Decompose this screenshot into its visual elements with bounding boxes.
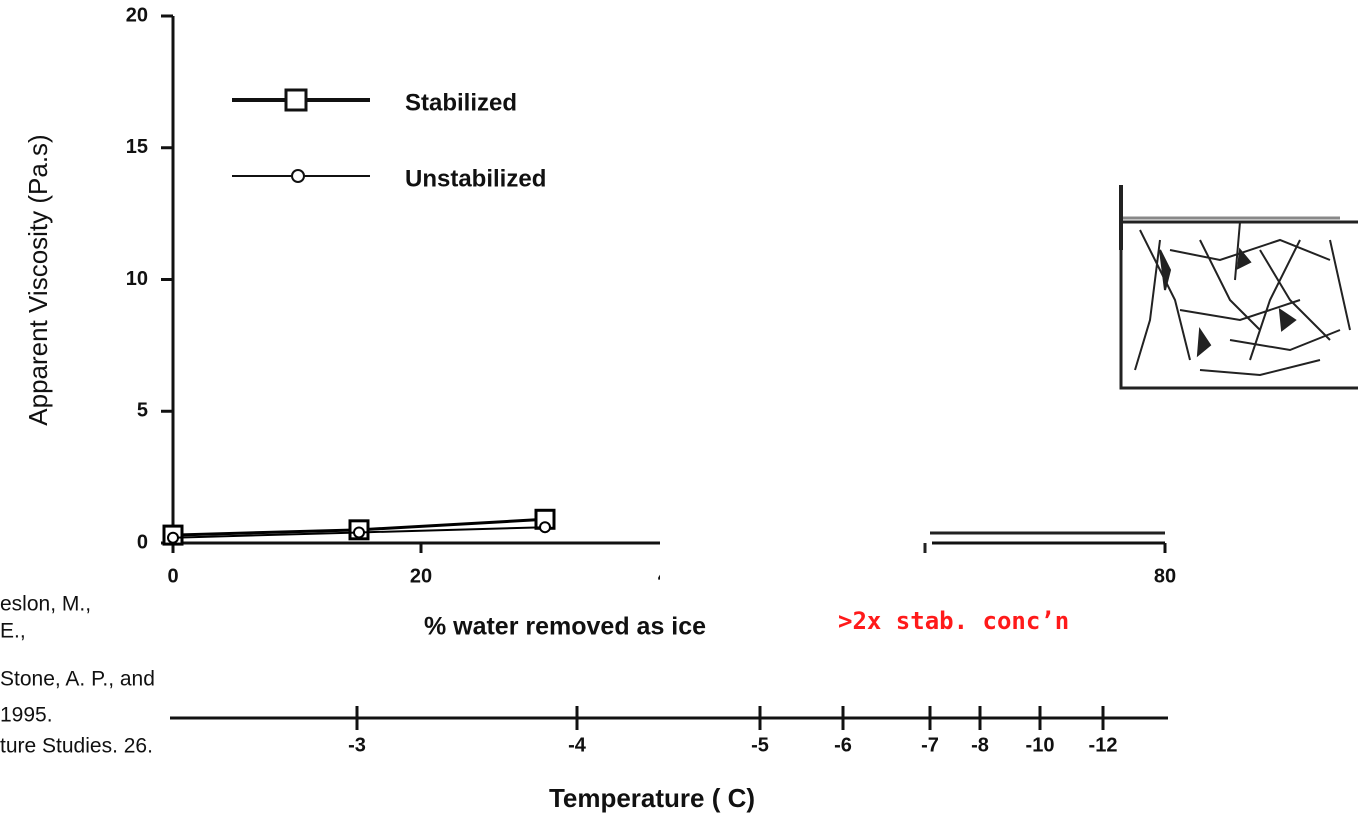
citation-line: Stone, A. P., and [0, 668, 155, 691]
y-axis-label: Apparent Viscosity (Pa.s) [23, 134, 53, 425]
citation-line: 1995. [0, 704, 53, 727]
legend-label: Unstabilized [405, 165, 546, 192]
y-tick-label: 20 [126, 4, 148, 26]
temperature-tick-label: -8 [971, 734, 989, 756]
temperature-tick-label: -7 [921, 734, 939, 756]
citation-line: eslon, M., [0, 593, 91, 616]
point [353, 526, 365, 539]
ice-diagram [1119, 185, 1358, 390]
temperature-tick-label: -10 [1026, 734, 1055, 756]
legend-marker [284, 88, 308, 112]
x-axis-label: % water removed as ice [424, 613, 706, 641]
legend: Stabilized Unstabilized [232, 88, 546, 192]
y-tick-label: 10 [126, 268, 148, 290]
annotation: >2x stab. conc’n [838, 607, 1069, 635]
legend-label: Stabilized [405, 89, 517, 116]
y-tick-label: 5 [137, 400, 148, 422]
x-tick-label: 20 [410, 565, 432, 587]
temperature-tick-label: -4 [568, 734, 587, 756]
temperature-tick-label: -5 [751, 734, 769, 756]
temperature-label: Temperature ( C) [549, 783, 755, 813]
point [167, 531, 179, 544]
x-tick-label: 0 [167, 565, 178, 587]
temperature-tick-label: -3 [348, 734, 366, 756]
citation-line: E., [0, 620, 26, 643]
legend-marker [291, 169, 305, 183]
point [539, 521, 551, 534]
citation-line: ture Studies. 26. [0, 735, 153, 758]
temperature-tick-label: -12 [1089, 734, 1118, 756]
y-tick-label: 0 [137, 531, 148, 553]
x-tick-label: 80 [1154, 565, 1176, 587]
temperature-tick-label: -6 [834, 734, 852, 756]
occluding-patch [660, 420, 932, 595]
y-tick-label: 15 [126, 136, 148, 158]
